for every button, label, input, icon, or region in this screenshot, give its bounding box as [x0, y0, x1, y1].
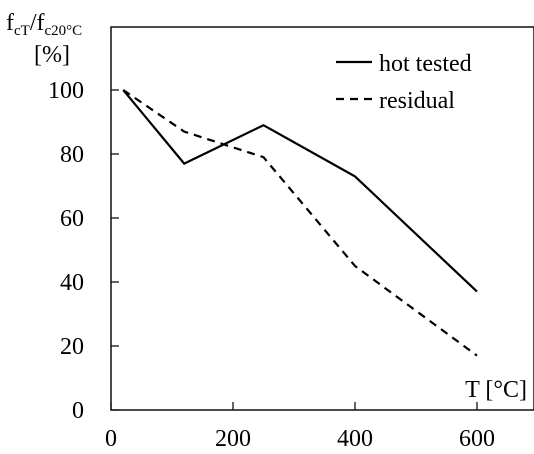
y-axis-label-f: f: [6, 10, 14, 36]
ticks-layer: 0 20 40 60 80 100 0 200 400 600: [48, 78, 495, 452]
x-axis-label: T [°C]: [465, 377, 527, 403]
y-tick-label: 40: [60, 270, 84, 296]
series-line-hot-tested: [122, 89, 478, 293]
legend-label-residual: residual: [379, 88, 455, 114]
legend: hot tested residual: [336, 51, 472, 114]
series-layer: [122, 89, 478, 357]
series-line-residual: [122, 89, 478, 357]
plot-frame: [110, 26, 534, 411]
x-tick-label: 400: [337, 426, 373, 452]
x-tick-label: 200: [215, 426, 251, 452]
y-tick-label: 20: [60, 334, 84, 360]
y-axis-label: fcT/fc20°C: [6, 10, 82, 39]
y-tick-label: 0: [72, 398, 84, 424]
y-axis-label-slash: /f: [30, 10, 45, 36]
y-tick-label: 60: [60, 206, 84, 232]
x-tick-label: 600: [459, 426, 495, 452]
y-axis-label-sub1: cT: [14, 23, 30, 39]
y-tick-label: 100: [48, 78, 84, 104]
y-axis-label-sub2: c20°C: [45, 23, 83, 39]
y-tick-label: 80: [60, 142, 84, 168]
y-axis-unit: [%]: [34, 42, 70, 68]
x-tick-label: 0: [105, 426, 117, 452]
legend-label-hot-tested: hot tested: [379, 51, 472, 77]
